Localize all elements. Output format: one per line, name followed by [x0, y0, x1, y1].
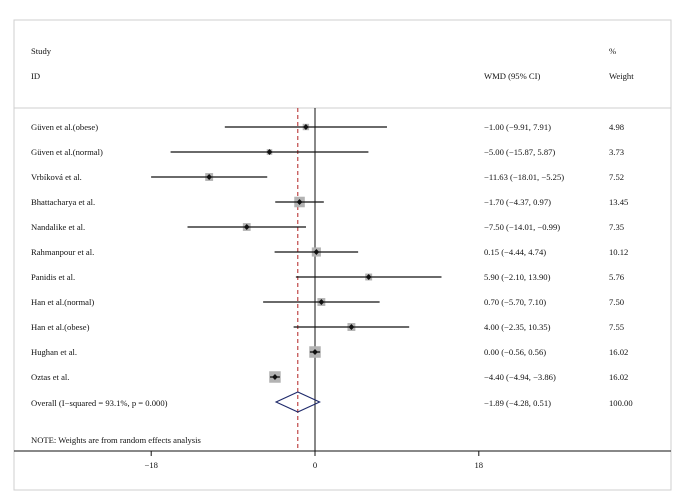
study-row: Nandalike et al. −7.50 (−14.01, −0.99) 7.3… [31, 222, 624, 232]
study-row: Panidis et al. 5.90 (−2.10, 13.90) 5.76 [31, 272, 625, 282]
weights-note: NOTE: Weights are from random effects an… [31, 435, 202, 445]
study-ci-text: 5.90 (−2.10, 13.90) [484, 272, 551, 282]
header-id-label: ID [31, 71, 40, 81]
x-tick-label: 18 [475, 460, 484, 470]
study-row: Oztas et al. −4.40 (−4.94, −3.86) 16.02 [31, 371, 628, 383]
study-weight-text: 10.12 [609, 247, 628, 257]
study-weight-text: 7.55 [609, 322, 624, 332]
study-name: Güven et al.(obese) [31, 122, 98, 132]
study-weight-text: 3.73 [609, 147, 624, 157]
study-ci-text: −4.40 (−4.94, −3.86) [484, 372, 556, 382]
header-weight-label: Weight [609, 71, 634, 81]
study-ci-text: 0.70 (−5.70, 7.10) [484, 297, 546, 307]
study-weight-text: 16.02 [609, 372, 628, 382]
point-estimate-marker [303, 124, 309, 130]
study-name: Nandalike et al. [31, 222, 85, 232]
study-ci-text: −1.70 (−4.37, 0.97) [484, 197, 551, 207]
study-row: Han et al.(normal) 0.70 (−5.70, 7.10) 7.50 [31, 297, 624, 307]
study-ci-text: −5.00 (−15.87, 5.87) [484, 147, 555, 157]
header-percent-label: % [609, 46, 616, 56]
study-row: Güven et al.(obese) −1.00 (−9.91, 7.91) 4.… [31, 122, 624, 132]
header-effect-label: WMD (95% CI) [484, 71, 540, 81]
study-ci-text: 4.00 (−2.35, 10.35) [484, 322, 551, 332]
header-study-label: Study [31, 46, 52, 56]
study-weight-text: 7.35 [609, 222, 624, 232]
study-name: Han et al.(obese) [31, 322, 90, 332]
study-name: Hughan et al. [31, 347, 77, 357]
overall-weight-text: 100.00 [609, 398, 633, 408]
point-estimate-marker [272, 374, 278, 380]
x-axis: −18 0 18 [14, 450, 671, 470]
point-estimate-marker [365, 274, 372, 280]
overall-ci-text: −1.89 (−4.28, 0.51) [484, 398, 551, 408]
x-tick-label: 0 [313, 460, 317, 470]
study-ci-text: 0.15 (−4.44, 4.74) [484, 247, 546, 257]
study-ci-text: −11.63 (−18.01, −5.25) [484, 172, 564, 182]
study-weight-text: 13.45 [609, 197, 628, 207]
study-weight-text: 5.76 [609, 272, 625, 282]
x-tick-label: −18 [144, 460, 157, 470]
point-estimate-marker [243, 224, 250, 230]
study-row: Hughan et al. 0.00 (−0.56, 0.56) 16.02 [31, 346, 628, 358]
study-name: Panidis et al. [31, 272, 75, 282]
study-ci-text: −7.50 (−14.01, −0.99) [484, 222, 560, 232]
study-name: Oztas et al. [31, 372, 69, 382]
study-name: Güven et al.(normal) [31, 147, 103, 157]
study-weight-text: 7.50 [609, 297, 624, 307]
overall-label: Overall (I−squared = 93.1%, p = 0.000) [31, 398, 168, 408]
study-ci-text: −1.00 (−9.91, 7.91) [484, 122, 551, 132]
study-rows: Güven et al.(obese) −1.00 (−9.91, 7.91) 4.… [31, 122, 628, 383]
point-estimate-marker [206, 174, 212, 180]
overall-diamond [274, 391, 321, 413]
point-estimate-marker [296, 199, 303, 205]
study-name: Rahmanpour et al. [31, 247, 94, 257]
study-row: Rahmanpour et al. 0.15 (−4.44, 4.74) 10.12 [31, 247, 628, 257]
point-estimate-marker [318, 299, 325, 305]
study-weight-text: 16.02 [609, 347, 628, 357]
study-ci-text: 0.00 (−0.56, 0.56) [484, 347, 546, 357]
study-name: Vrbíková et al. [31, 172, 82, 182]
study-name: Han et al.(normal) [31, 297, 94, 307]
point-estimate-marker [313, 249, 320, 255]
study-row: Bhattacharya et al. −1.70 (−4.37, 0.97) 13… [31, 196, 628, 208]
study-weight-text: 7.52 [609, 172, 624, 182]
point-estimate-marker [312, 349, 318, 355]
point-estimate-marker [266, 149, 273, 155]
plot-border [13, 19, 672, 491]
study-row: Han et al.(obese) 4.00 (−2.35, 10.35) 7.55 [31, 322, 624, 332]
study-name: Bhattacharya et al. [31, 197, 95, 207]
study-row: Vrbíková et al. −11.63 (−18.01, −5.25) 7.5… [31, 172, 624, 182]
study-row: Güven et al.(normal) −5.00 (−15.87, 5.87)… [31, 147, 624, 157]
point-estimate-marker [348, 324, 355, 330]
study-weight-text: 4.98 [609, 122, 624, 132]
